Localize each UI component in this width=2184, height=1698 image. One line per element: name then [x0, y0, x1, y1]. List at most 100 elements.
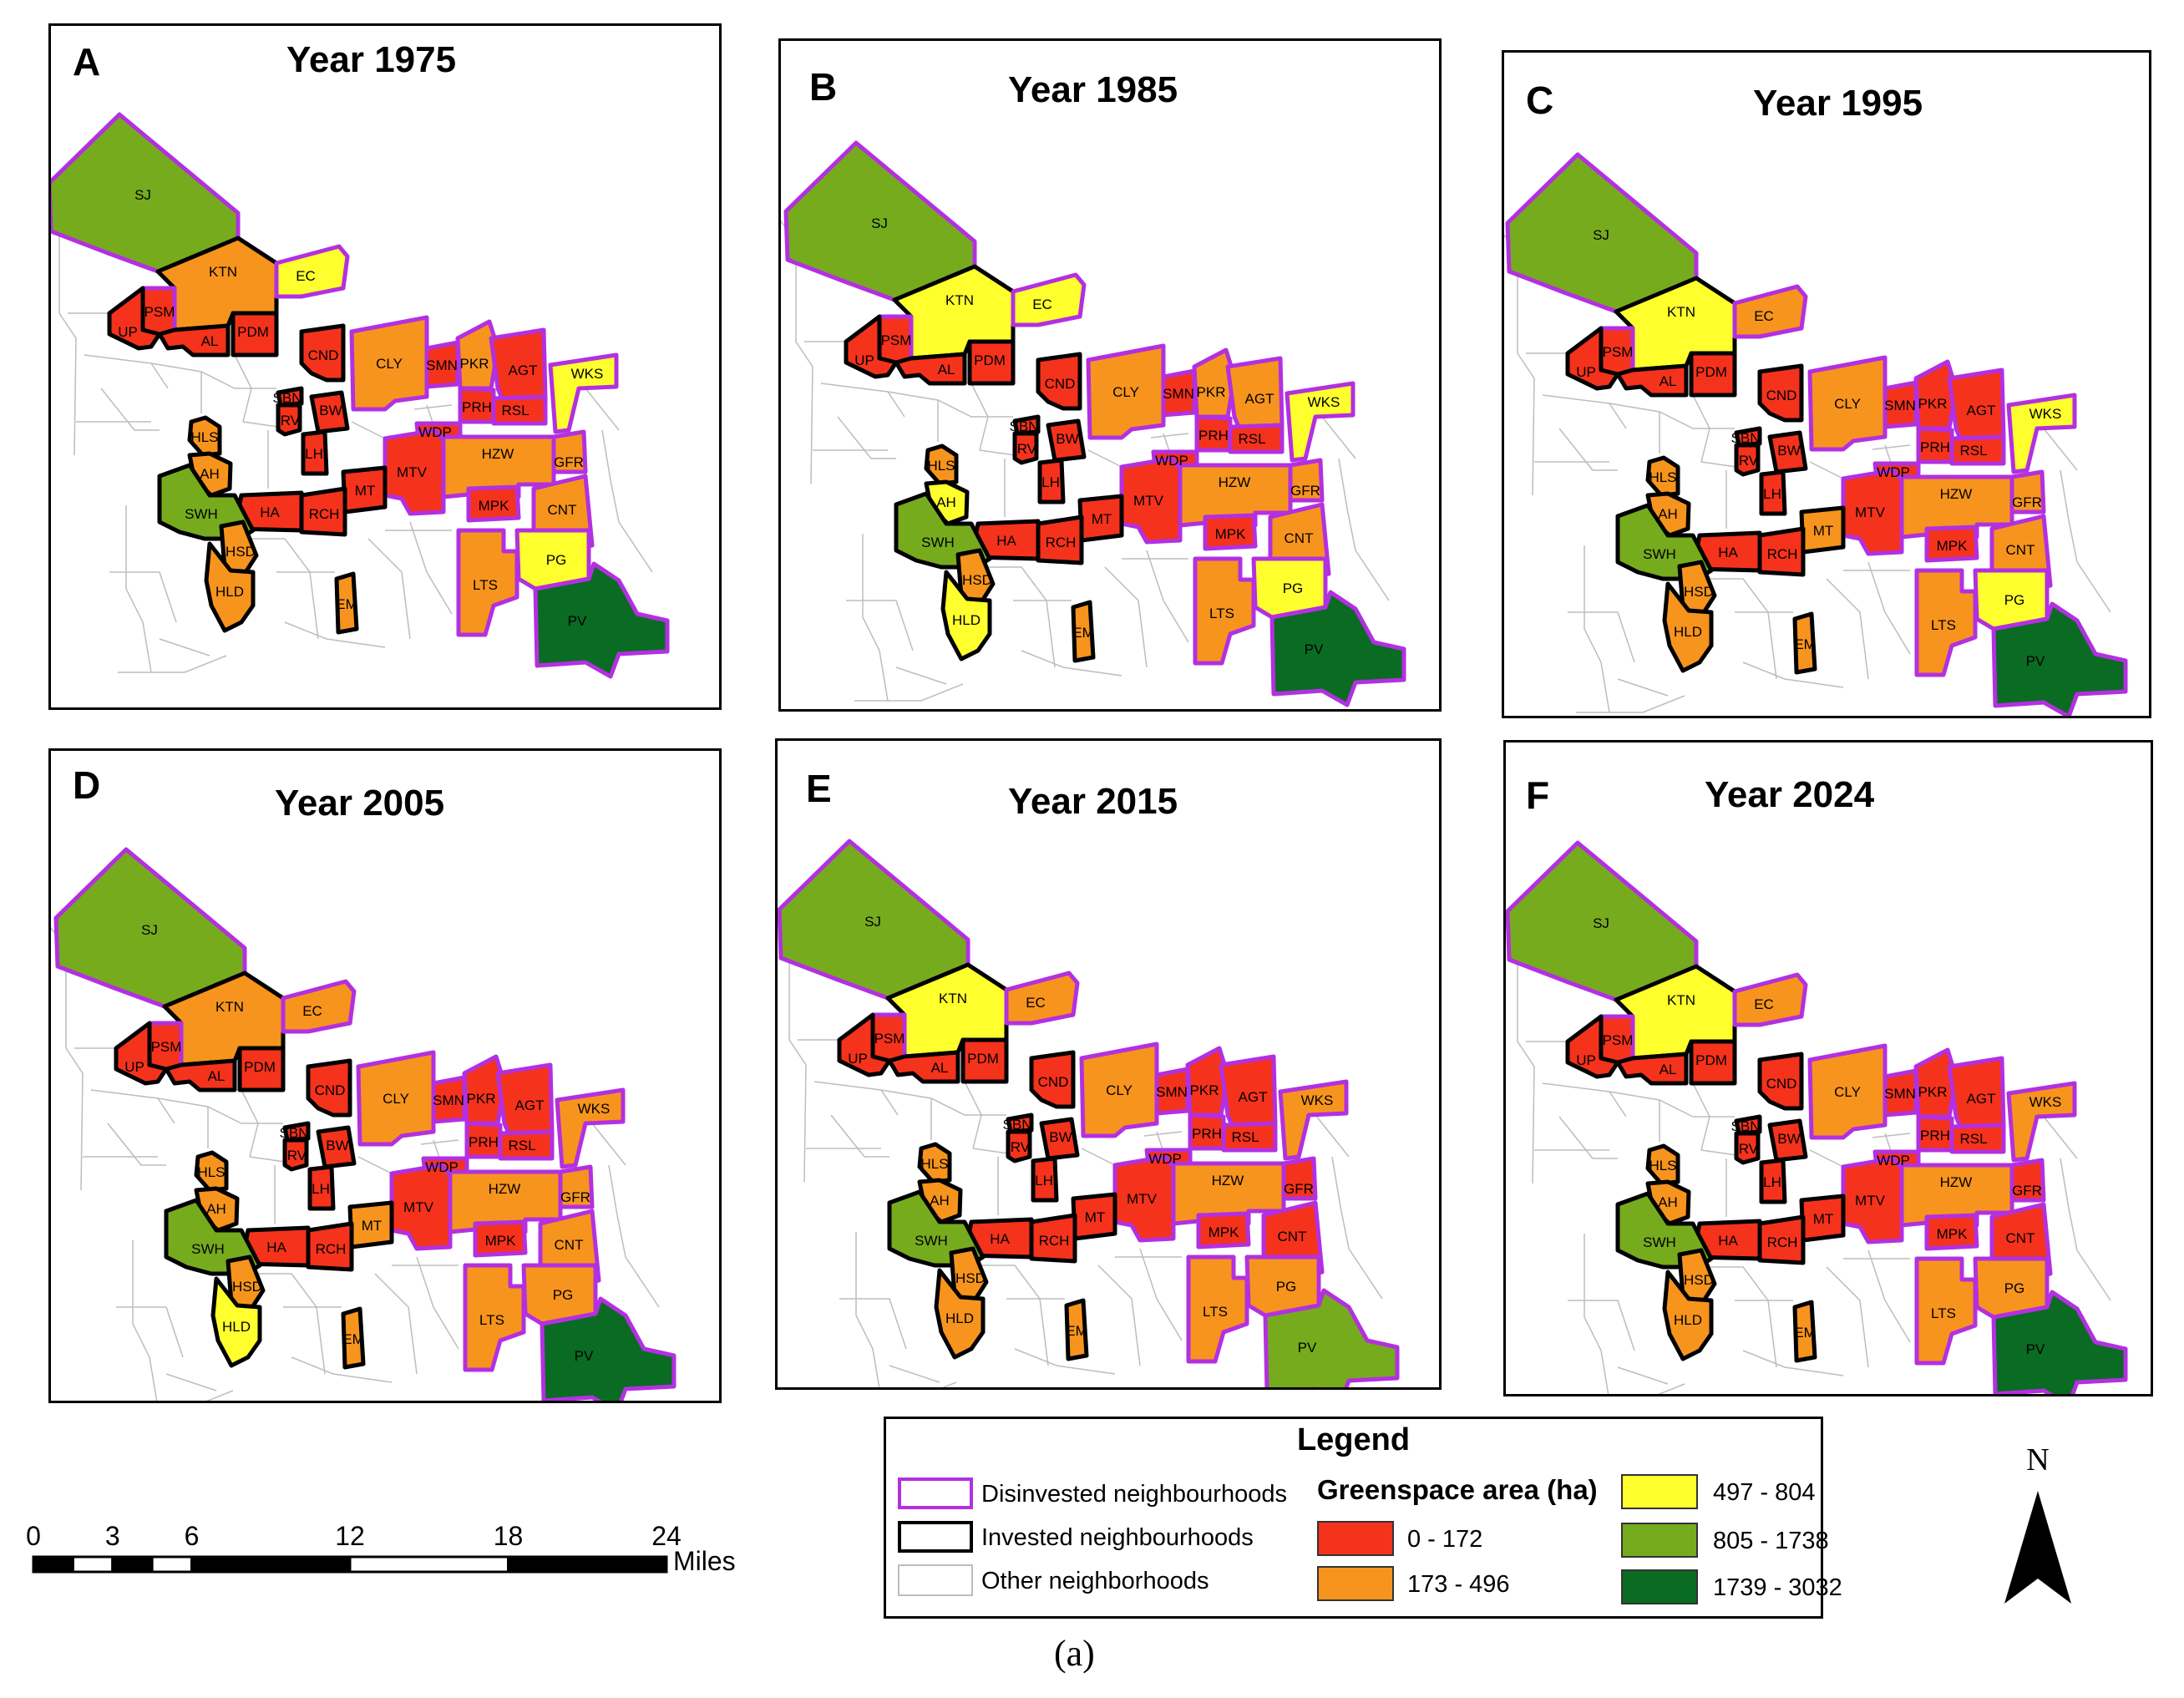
neighbourhood-label-psm: PSM — [151, 1039, 182, 1055]
map-b: SJ KTN EC PSM UP AL PDM CND SBN IRV BW CLY SMN PKR AGT… — [781, 140, 1406, 707]
neighbourhood-label-sbn: SBN — [1010, 418, 1039, 434]
neighbourhood-label-lh: LH — [1035, 1173, 1053, 1189]
other-neighborhood-boundary — [880, 1089, 1006, 1116]
neighbourhood-label-psm: PSM — [1603, 1032, 1634, 1048]
neighbourhood-label-smn: SMN — [426, 357, 458, 373]
neighbourhood-label-hsd: HSD — [232, 1279, 262, 1295]
neighbourhood-label-pkr: PKR — [1197, 384, 1226, 400]
neighbourhood-label-ec: EC — [1754, 996, 1774, 1012]
neighbourhood-label-ktn: KTN — [1667, 304, 1695, 320]
neighbourhood-label-mtv: MTV — [1855, 1193, 1886, 1209]
other-neighborhood-boundary — [1872, 1133, 1911, 1138]
neighbourhood-lts — [1186, 1254, 1249, 1364]
neighbourhood-label-mt: MT — [1813, 523, 1834, 539]
neighbourhood-al — [1615, 1052, 1689, 1086]
neighbourhood-rsl — [498, 1129, 555, 1161]
scale-segment — [32, 1555, 74, 1574]
neighbourhood-label-hls: HLS — [1649, 1158, 1676, 1173]
other-neighborhood-boundary — [258, 1273, 326, 1375]
neighbourhood-label-ktn: KTN — [209, 264, 237, 280]
neighbourhood-label-pg: PG — [546, 552, 567, 568]
neighbourhood-em — [1792, 611, 1817, 675]
neighbourhood-label-hzw: HZW — [1940, 1174, 1973, 1190]
neighbourhood-label-lh: LH — [1041, 474, 1060, 490]
other-neighborhood-boundary — [1826, 1266, 1869, 1368]
neighbourhood-label-mtv: MTV — [403, 1199, 434, 1215]
neighbourhood-label-swh: SWH — [915, 1233, 948, 1249]
neighbourhood-label-mt: MT — [1092, 511, 1112, 527]
map-f: SJ KTN EC PSM UP AL PDM CND SBN IRV BW CLY SMN PKR AGT… — [1506, 840, 2128, 1394]
neighbourhood-label-mtv: MTV — [1855, 504, 1886, 520]
neighbourhood-hld — [210, 1276, 262, 1368]
neighbourhood-al — [894, 352, 967, 386]
neighbourhood-label-rch: RCH — [1046, 535, 1077, 550]
neighbourhood-label-gfr: GFR — [1290, 483, 1320, 499]
neighbourhood-label-hsd: HSD — [962, 572, 992, 588]
neighbourhood-up — [114, 1021, 169, 1086]
neighbourhood-label-rsl: RSL — [501, 403, 529, 418]
other-neighborhood-boundary — [374, 1273, 418, 1375]
neighbourhood-label-lts: LTS — [1203, 1304, 1228, 1320]
other-neighborhood-boundary — [1576, 695, 1685, 713]
other-neighborhood-boundary — [100, 388, 160, 431]
neighbourhood-rch — [306, 1221, 354, 1272]
neighbourhood-lh — [1759, 1158, 1787, 1204]
other-neighborhood-boundary — [165, 1373, 217, 1391]
neighbourhood-label-cly: CLY — [383, 1091, 409, 1107]
neighbourhood-label-hzw: HZW — [1219, 474, 1251, 490]
neighbourhood-label-rch: RCH — [1039, 1233, 1070, 1249]
other-neighborhood-boundary — [1331, 1156, 1383, 1300]
class-swatch-2 — [1621, 1474, 1698, 1509]
scale-tick-label: 3 — [105, 1521, 120, 1551]
class-label-3: 805 - 1738 — [1713, 1528, 1829, 1554]
neighbourhood-rch — [1029, 1213, 1077, 1264]
neighbourhood-cly — [1807, 355, 1888, 452]
neighbourhood-cnd — [1029, 1050, 1076, 1109]
other-neighborhood-boundary — [887, 391, 1013, 418]
neighbourhood-label-ec: EC — [1026, 995, 1046, 1011]
neighbourhood-label-cnt: CNT — [2006, 542, 2035, 558]
neighbourhood-label-prh: PRH — [1920, 439, 1950, 455]
neighbourhood-label-irv: IRV — [1006, 1139, 1031, 1155]
neighbourhood-label-agt: AGT — [1967, 403, 1996, 418]
panel-letter: D — [73, 763, 101, 807]
neighbourhood-label-wks: WKS — [578, 1101, 611, 1117]
other-neighborhood-boundary — [970, 383, 989, 451]
neighbourhood-label-rsl: RSL — [1238, 431, 1265, 447]
other-neighborhood-boundary — [357, 1156, 393, 1174]
other-neighborhood-boundary — [591, 1123, 626, 1166]
neighbourhood-label-ah: AH — [1658, 1194, 1678, 1210]
neighbourhood-hls — [924, 444, 959, 486]
neighbourhood-bw — [309, 390, 350, 434]
neighbourhood-label-wdp: WDP — [425, 1159, 459, 1175]
neighbourhood-cnd — [306, 1058, 352, 1118]
scale-tick-label: 0 — [26, 1521, 41, 1551]
class-label-1: 173 - 496 — [1407, 1571, 1510, 1598]
neighbourhood-label-mpk: MPK — [1209, 1224, 1240, 1240]
neighbourhood-label-gfr: GFR — [1284, 1181, 1314, 1197]
neighbourhood-label-cnd: CND — [315, 1082, 346, 1098]
neighbourhood-label-cly: CLY — [1834, 396, 1861, 412]
other-neighborhood-boundary — [981, 1265, 1049, 1366]
neighbourhood-label-lts: LTS — [479, 1312, 504, 1328]
other-neighborhood-boundary — [862, 534, 889, 702]
other-neighborhood-boundary — [820, 383, 905, 418]
class-label-2: 497 - 804 — [1713, 1479, 1816, 1506]
neighbourhood-bw — [1046, 418, 1087, 463]
neighbourhood-wks — [2006, 1081, 2077, 1163]
neighbourhood-mpk — [473, 1219, 528, 1258]
neighbourhood-up — [837, 1012, 892, 1077]
neighbourhood-mpk — [1203, 513, 1258, 551]
neighbourhood-label-ha: HA — [266, 1239, 286, 1255]
neighbourhood-lts — [456, 528, 519, 637]
neighbourhood-label-hzw: HZW — [1212, 1173, 1244, 1189]
neighbourhood-label-wks: WKS — [2029, 1094, 2062, 1110]
neighbourhood-label-rsl: RSL — [1959, 443, 1987, 459]
disinvested-swatch — [898, 1478, 973, 1509]
neighbourhood-label-sj: SJ — [864, 914, 881, 930]
panel-title: Year 2005 — [275, 783, 445, 824]
neighbourhood-label-hzw: HZW — [482, 446, 514, 462]
neighbourhood-label-rch: RCH — [316, 1241, 347, 1257]
other-neighborhood-boundary — [1146, 550, 1189, 643]
other-neighborhood-boundary — [1104, 566, 1148, 668]
